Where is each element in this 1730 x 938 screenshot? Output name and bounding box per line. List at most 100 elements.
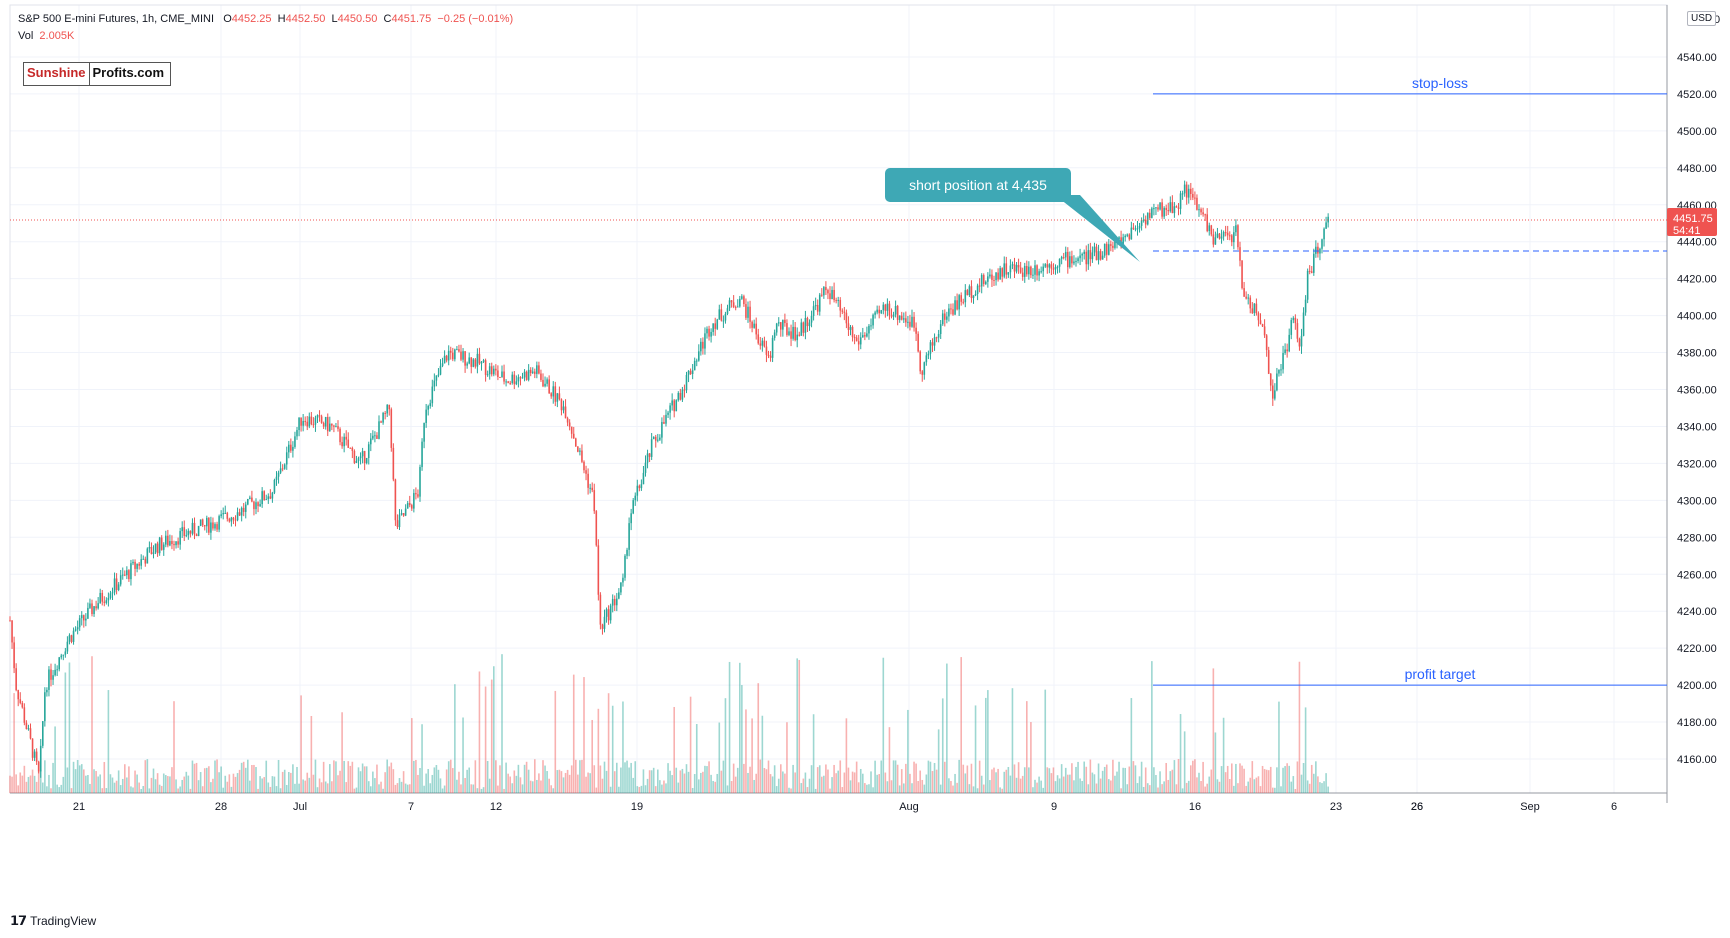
volume-bar: [468, 767, 470, 793]
candle-body: [199, 519, 202, 526]
volume-bar: [911, 783, 913, 793]
candle-body: [706, 328, 708, 334]
candle-body: [1181, 193, 1184, 195]
volume-bar: [74, 769, 77, 793]
volume-bar: [1284, 766, 1286, 793]
candle-body: [687, 370, 690, 375]
volume-bar: [1040, 780, 1042, 793]
volume-bar: [224, 775, 227, 793]
volume-bar: [1077, 761, 1079, 793]
volume-bar: [1101, 770, 1104, 793]
volume-bar: [978, 760, 981, 793]
volume-bar: [52, 762, 54, 793]
candle-body: [158, 537, 161, 554]
x-tick-label: 28: [215, 801, 227, 813]
volume-bar: [677, 782, 680, 793]
candle-body: [989, 274, 991, 277]
volume-bar: [538, 773, 540, 793]
volume-bar: [1296, 761, 1299, 793]
candle-body: [710, 331, 712, 337]
volume-bar: [232, 773, 235, 793]
candle-body: [306, 421, 309, 427]
volume-bar: [23, 765, 26, 793]
volume-bar: [411, 718, 413, 793]
volume-bar: [347, 761, 350, 793]
volume-bar: [394, 784, 397, 793]
volume-bar: [306, 772, 309, 793]
volume-bar: [1128, 766, 1131, 793]
volume-bar: [939, 784, 942, 793]
candle-body: [173, 544, 175, 546]
candle-body: [517, 377, 520, 382]
volume-bar: [946, 663, 948, 793]
volume-bar: [622, 701, 624, 793]
volume-bar: [292, 764, 294, 793]
candle-body: [193, 522, 196, 535]
candle-body: [732, 302, 735, 307]
volume-bar: [1202, 761, 1204, 793]
volume-bar: [896, 764, 899, 793]
candle-body: [907, 321, 909, 323]
candle-body: [909, 321, 911, 327]
candle-body: [739, 298, 741, 307]
candle-body: [745, 304, 747, 318]
candle-body: [1208, 225, 1211, 232]
candle-body: [911, 316, 913, 327]
volume-bar: [1023, 767, 1026, 793]
candle-body: [944, 313, 946, 320]
candle-body: [210, 522, 212, 533]
candle-body: [408, 503, 411, 506]
volume-bar: [419, 768, 421, 793]
candle-body: [1083, 251, 1085, 254]
candle-body: [581, 450, 583, 462]
candle-body: [1321, 239, 1323, 249]
volume-bar: [1009, 775, 1012, 793]
volume-bar: [1073, 780, 1075, 793]
volume-bar: [300, 695, 302, 793]
y-tick-label: 4340.00: [1677, 421, 1717, 433]
volume-bar: [999, 787, 1001, 793]
candle-body: [985, 281, 987, 284]
candle-body: [365, 458, 368, 464]
volume-bar: [784, 773, 786, 793]
currency-label[interactable]: USD: [1687, 11, 1717, 26]
volume-bar: [185, 771, 188, 793]
candle-body: [726, 308, 729, 314]
candle-body: [21, 702, 24, 708]
volume-bar: [1298, 661, 1301, 793]
candle-body: [1105, 243, 1108, 255]
candle-body: [48, 669, 50, 690]
volume-bar: [142, 786, 145, 793]
volume-bar: [923, 784, 926, 793]
candle-body: [435, 375, 438, 381]
volume-bar: [240, 762, 243, 793]
volume-bar: [1085, 766, 1088, 793]
volume-bar: [384, 772, 386, 793]
volume-bar: [818, 765, 821, 793]
volume-bar: [488, 778, 491, 793]
volume-bar: [952, 785, 954, 793]
volume-bar: [601, 778, 604, 793]
volume-bar: [136, 774, 138, 793]
volume-bar: [1263, 769, 1266, 793]
candle-body: [1085, 251, 1088, 265]
volume-bar: [322, 761, 325, 793]
candle-body: [880, 310, 883, 314]
candle-body: [558, 393, 561, 400]
volume-bar: [400, 781, 403, 793]
tradingview-logo[interactable]: 𝟭𝟳 TradingView: [10, 913, 97, 928]
candle-body: [587, 473, 589, 488]
candle-body: [671, 400, 673, 406]
volume-bar: [230, 786, 233, 793]
volume-bar: [253, 764, 255, 793]
candle-body: [269, 496, 272, 499]
volume-bar: [1208, 776, 1211, 793]
candle-body: [183, 527, 186, 536]
volume-bar: [281, 771, 284, 793]
volume-bar: [439, 778, 442, 793]
volume-bar: [1292, 776, 1295, 793]
candle-body: [1161, 202, 1163, 217]
volume-bar: [156, 773, 159, 793]
candle-body: [283, 464, 286, 469]
